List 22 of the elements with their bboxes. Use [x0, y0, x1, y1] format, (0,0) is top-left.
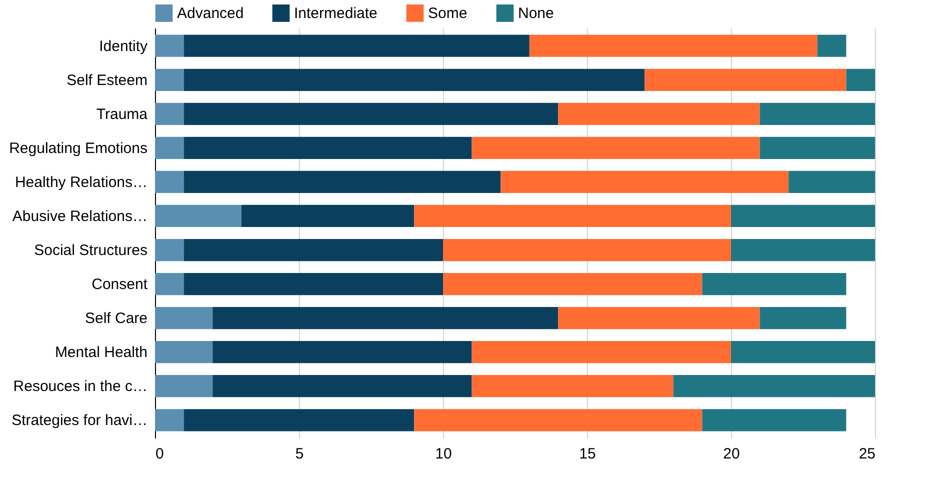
legend-label: Some: [428, 5, 468, 22]
x-tick-label: 0: [156, 446, 164, 462]
y-tick-label: Social Structures: [34, 242, 148, 260]
y-tick-label: Abusive Relations…: [12, 208, 148, 225]
legend-label: Intermediate: [294, 5, 378, 22]
y-tick-label: Regulating Emotions: [9, 140, 148, 157]
legend-label: None: [518, 5, 554, 22]
y-tick-label: Trauma: [96, 106, 148, 123]
y-tick-label: Mental Health: [54, 344, 148, 362]
x-tick-label: 5: [295, 446, 304, 462]
x-tick-label: 10: [435, 446, 452, 462]
y-tick-label: Self Esteem: [66, 72, 148, 89]
y-tick-label: Strategies for havi…: [12, 412, 148, 430]
y-tick-label: Self Care: [84, 310, 148, 328]
x-tick-label: 25: [858, 446, 876, 462]
legend-label: Advanced: [177, 5, 244, 22]
x-tick-label: 20: [723, 446, 740, 462]
y-tick-label: Identity: [99, 38, 148, 55]
y-tick-label: Healthy Relations…: [14, 174, 148, 191]
y-tick-label: Consent: [92, 276, 148, 294]
y-tick-label: Resouces in the c…: [13, 378, 148, 396]
x-tick-label: 15: [579, 446, 596, 462]
